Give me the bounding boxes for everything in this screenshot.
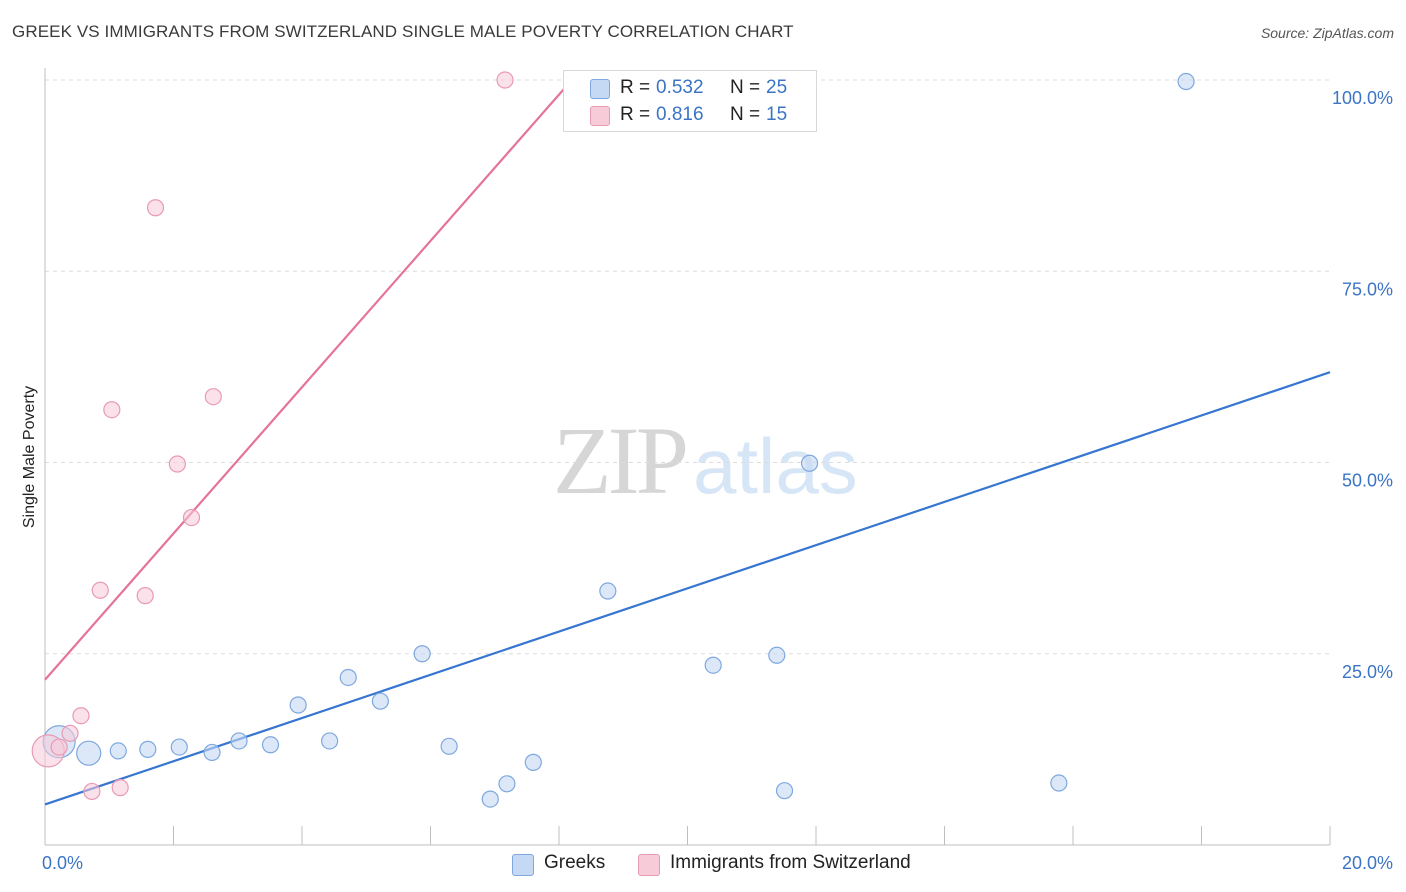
data-point-greeks: [230, 732, 248, 750]
data-point-greeks: [498, 775, 516, 793]
data-point-greeks: [440, 737, 458, 755]
data-point-greeks: [339, 668, 357, 687]
n-label: N =: [730, 104, 761, 125]
trend-layer: [44, 79, 1331, 806]
r-label: R =: [620, 77, 651, 98]
data-point-swiss: [182, 508, 201, 527]
greeks-swatch-icon: [590, 79, 610, 99]
n-label: N =: [730, 77, 761, 98]
data-point-greeks: [203, 743, 221, 762]
axis-layer: [44, 68, 1331, 846]
data-point-greeks: [775, 782, 794, 800]
data-point-greeks: [481, 790, 499, 808]
legend-label-swiss: Immigrants from Switzerland: [670, 852, 911, 873]
greeks-legend-icon: [512, 854, 534, 876]
data-point-swiss: [146, 199, 165, 217]
x-tick-label: 20.0%: [1342, 853, 1393, 873]
data-point-greeks: [1177, 72, 1195, 91]
data-point-swiss: [204, 388, 222, 406]
n-value: 25: [766, 77, 788, 98]
grid-layer: [45, 79, 1330, 655]
watermark-atlas: atlas: [693, 422, 858, 510]
y-tick-label: 50.0%: [1342, 471, 1393, 491]
data-point-greeks: [170, 738, 188, 756]
legend-label-greeks: Greeks: [544, 852, 606, 873]
data-point-greeks: [289, 696, 307, 714]
data-point-greeks: [704, 656, 722, 674]
data-point-greeks: [139, 740, 157, 758]
y-tick-label: 100.0%: [1332, 88, 1393, 108]
r-value: 0.816: [656, 104, 704, 125]
y-tick-label: 25.0%: [1342, 662, 1393, 682]
data-point-swiss: [50, 738, 68, 756]
label-layer: 100.0% 75.0% 50.0% 25.0% 0.0% 20.0%: [42, 88, 1393, 873]
swiss-swatch-icon: [590, 106, 610, 126]
data-point-greeks: [321, 732, 339, 750]
n-value: 15: [766, 104, 788, 125]
stats-row-greeks: R = 0.532 N = 25: [564, 75, 816, 101]
r-value: 0.532: [656, 77, 704, 98]
data-point-greeks: [800, 454, 819, 472]
source-credit: Source: ZipAtlas.com: [1260, 25, 1394, 41]
data-point-greeks: [261, 736, 280, 754]
data-point-greeks: [524, 753, 542, 771]
data-point-greeks: [109, 742, 127, 760]
y-tick-label: 75.0%: [1342, 279, 1393, 299]
data-point-greeks: [76, 740, 102, 766]
data-point-swiss: [72, 707, 90, 725]
data-point-swiss: [496, 71, 514, 89]
data-point-swiss: [111, 779, 129, 797]
r-label: R =: [620, 104, 651, 125]
data-point-greeks: [1050, 774, 1068, 792]
data-point-greeks: [371, 692, 389, 710]
stats-legend: R = 0.532 N = 25 R = 0.816 N = 15: [563, 70, 817, 132]
data-point-swiss: [83, 782, 101, 801]
data-point-swiss: [168, 455, 186, 473]
series-legend: Greeks Immigrants from Switzerland: [0, 851, 1406, 879]
data-point-swiss: [61, 724, 79, 742]
data-point-swiss: [103, 401, 121, 419]
x-tick-label: 0.0%: [42, 853, 83, 873]
point-layer: [31, 71, 1195, 808]
y-axis-label: Single Male Poverty: [21, 385, 38, 529]
chart-title: GREEK VS IMMIGRANTS FROM SWITZERLAND SIN…: [12, 22, 794, 41]
data-point-greeks: [768, 646, 786, 664]
trend-line-swiss: [44, 79, 573, 681]
data-point-greeks: [599, 582, 617, 600]
data-point-swiss: [91, 581, 109, 599]
trend-line-greeks: [44, 371, 1331, 806]
stats-row-swiss: R = 0.816 N = 15: [564, 102, 816, 128]
watermark: ZIP atlas: [553, 405, 858, 516]
swiss-legend-icon: [638, 854, 660, 876]
data-point-greeks: [413, 645, 431, 663]
watermark-zip: ZIP: [553, 407, 689, 514]
data-point-swiss: [136, 587, 154, 605]
